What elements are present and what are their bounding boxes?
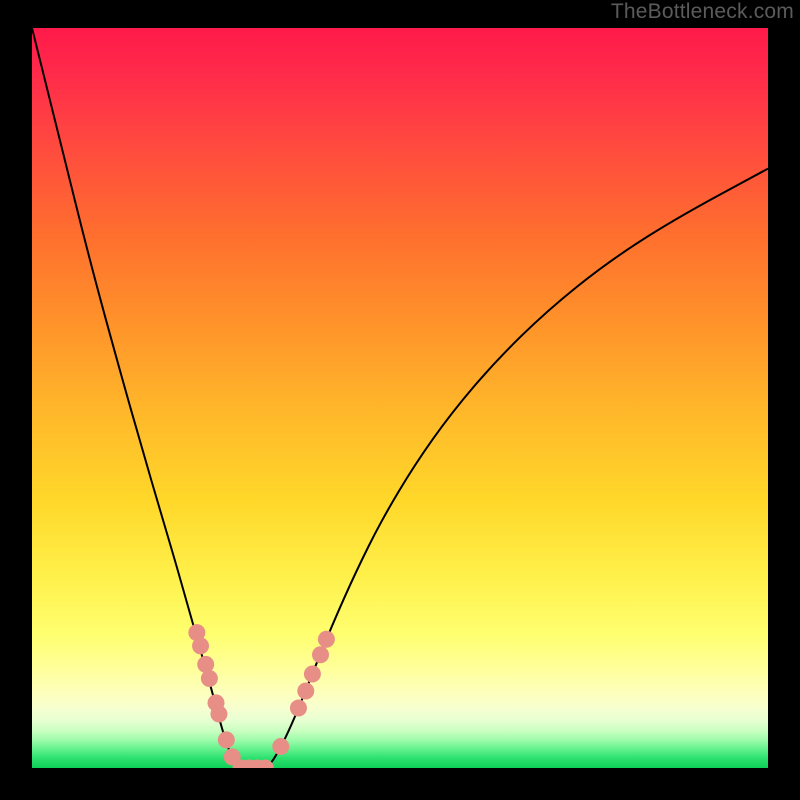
data-marker [297,683,314,700]
data-marker [210,705,227,722]
chart-svg [32,28,768,768]
data-marker [218,731,235,748]
plot-area [32,28,768,768]
data-marker [312,646,329,663]
data-marker [272,738,289,755]
watermark-text: TheBottleneck.com [611,0,794,24]
bottleneck-curve [32,28,768,768]
data-marker [201,670,218,687]
data-marker [318,631,335,648]
data-marker [290,700,307,717]
data-marker [192,637,209,654]
chart-container: TheBottleneck.com [0,0,800,800]
data-marker [304,666,321,683]
